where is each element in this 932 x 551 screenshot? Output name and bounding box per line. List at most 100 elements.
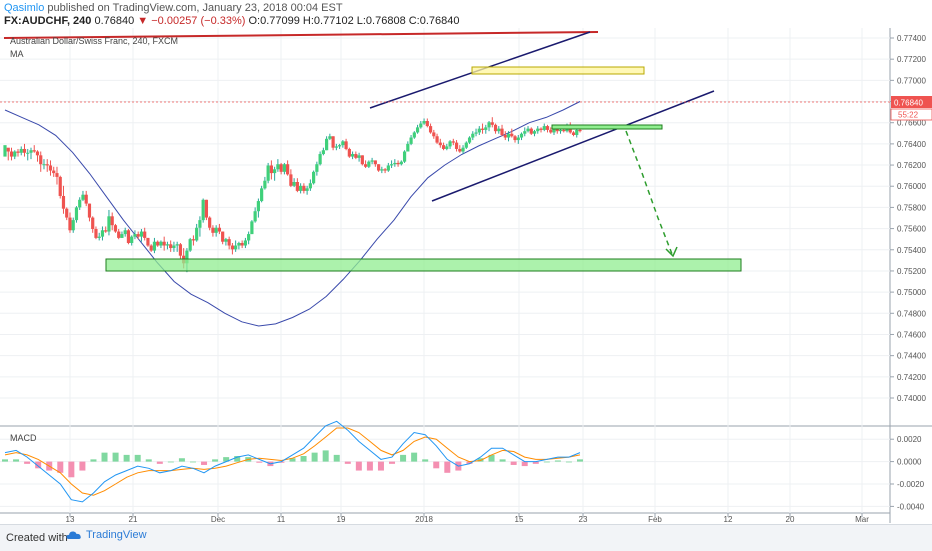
macd-histogram-bar <box>35 461 42 469</box>
candle-body <box>575 129 579 135</box>
macd-histogram-bar <box>333 454 340 462</box>
candle-body <box>302 185 306 191</box>
macd-histogram-bar <box>101 452 108 462</box>
macd-line <box>4 420 581 503</box>
candle-body <box>237 242 241 246</box>
candle-body <box>438 142 442 146</box>
price-tick-label: 0.75600 <box>897 225 926 234</box>
macd-axis[interactable]: 0.0020 0.0000 -0.0020 -0.0040 <box>890 435 925 511</box>
candle-body <box>406 143 410 152</box>
macd-histogram-bar <box>554 460 561 462</box>
candle-body <box>217 227 222 232</box>
candle-body <box>247 234 251 241</box>
candle-body <box>175 244 179 246</box>
candle-body <box>363 164 368 167</box>
candle-body <box>360 155 364 165</box>
candle-body <box>370 160 374 162</box>
ma-line <box>4 101 581 327</box>
candle-body <box>48 165 53 171</box>
candle-body <box>415 127 420 133</box>
macd-histogram-bar <box>499 459 506 462</box>
candle-body <box>266 165 270 181</box>
symbol-label[interactable]: FX:AUDCHF, 240 <box>4 15 92 27</box>
time-tick-label: 11 <box>277 515 286 524</box>
macd-histogram-bar <box>510 461 517 465</box>
candle-body <box>130 236 134 243</box>
channel-lower-line[interactable] <box>431 90 715 202</box>
macd-histogram-bar <box>466 461 473 464</box>
candle-body <box>16 151 20 153</box>
candle-body <box>32 150 36 152</box>
resistance-line[interactable] <box>3 31 599 39</box>
macd-histogram-bar <box>532 461 539 464</box>
author-link[interactable]: Qasimlo <box>4 2 45 14</box>
candle-body <box>474 132 478 134</box>
breakout-zone[interactable] <box>551 124 663 130</box>
candle-body <box>510 133 514 137</box>
time-tick-label: Mar <box>855 515 869 524</box>
tradingview-logo[interactable]: TradingView <box>66 529 147 541</box>
price-tick-label: 0.75200 <box>897 267 926 276</box>
time-tick-label: 21 <box>129 515 138 524</box>
candle-body <box>276 164 280 170</box>
price-tick-label: 0.76000 <box>897 182 926 191</box>
macd-histogram-bar <box>366 461 373 471</box>
macd-histogram-bar <box>212 459 219 462</box>
candle-body <box>441 145 446 149</box>
time-tick-label: Dec <box>211 515 225 524</box>
time-tick-label: 23 <box>579 515 588 524</box>
last-price-tag-text: 0.76840 <box>894 99 923 108</box>
candle-body <box>458 148 462 152</box>
candle-body <box>65 208 69 218</box>
price-axis[interactable]: 0.774000.772000.770000.768000.766000.764… <box>890 34 926 403</box>
macd-histogram-bar <box>565 461 572 463</box>
price-tick-label: 0.74800 <box>897 309 926 318</box>
time-axis[interactable]: 13 21 Dec 11 19 2018 15 23 Feb 12 20 Mar <box>66 513 870 524</box>
candle-body <box>162 241 166 246</box>
candle-body <box>545 126 550 130</box>
candle-body <box>208 217 212 228</box>
candle-body <box>26 152 30 154</box>
candle-body <box>191 239 196 241</box>
macd-histogram-bar <box>322 450 329 462</box>
candle-body <box>493 124 498 132</box>
projection-arrow[interactable] <box>625 130 673 255</box>
candle-body <box>558 129 563 132</box>
candle-body <box>61 195 66 209</box>
candle-body <box>461 147 465 152</box>
publish-text: published on TradingView.com, January 23… <box>47 2 343 14</box>
candle-body <box>143 231 147 238</box>
candle-body <box>542 126 546 130</box>
candle-body <box>305 188 309 191</box>
candle-body <box>55 173 59 177</box>
candle-body <box>68 217 72 231</box>
macd-histogram-bar <box>68 461 75 478</box>
macd-histogram-bar <box>300 456 307 462</box>
price-tick-label: 0.74200 <box>897 373 926 382</box>
macd-histogram-bar <box>389 461 396 464</box>
macd-tick-label: 0.0000 <box>897 458 922 467</box>
candle-body <box>29 150 33 153</box>
macd-histogram-bar <box>223 457 230 462</box>
candle-body <box>380 169 384 171</box>
time-tick-label: 13 <box>66 515 75 524</box>
price-change: ▼ −0.00257 (−0.33%) <box>137 15 246 27</box>
candle-body <box>435 136 439 143</box>
time-tick-label: Feb <box>648 515 662 524</box>
macd-histogram-bar <box>123 454 130 462</box>
candle-body <box>295 182 299 191</box>
candle-body <box>227 239 231 246</box>
top-zone[interactable] <box>471 66 645 75</box>
macd-histogram-bar <box>112 452 119 462</box>
macd-histogram-bar <box>355 461 362 471</box>
candle-body <box>42 164 46 166</box>
support-zone[interactable] <box>105 258 742 272</box>
candle-body <box>185 250 189 264</box>
candle-body <box>169 244 173 249</box>
tradingview-brand: TradingView <box>86 529 147 541</box>
candle-body <box>571 132 576 135</box>
candle-body <box>536 128 540 132</box>
candle-body <box>487 122 491 128</box>
price-chart[interactable]: 0.774000.772000.770000.768000.766000.764… <box>0 28 932 524</box>
candlesticks <box>3 117 582 273</box>
